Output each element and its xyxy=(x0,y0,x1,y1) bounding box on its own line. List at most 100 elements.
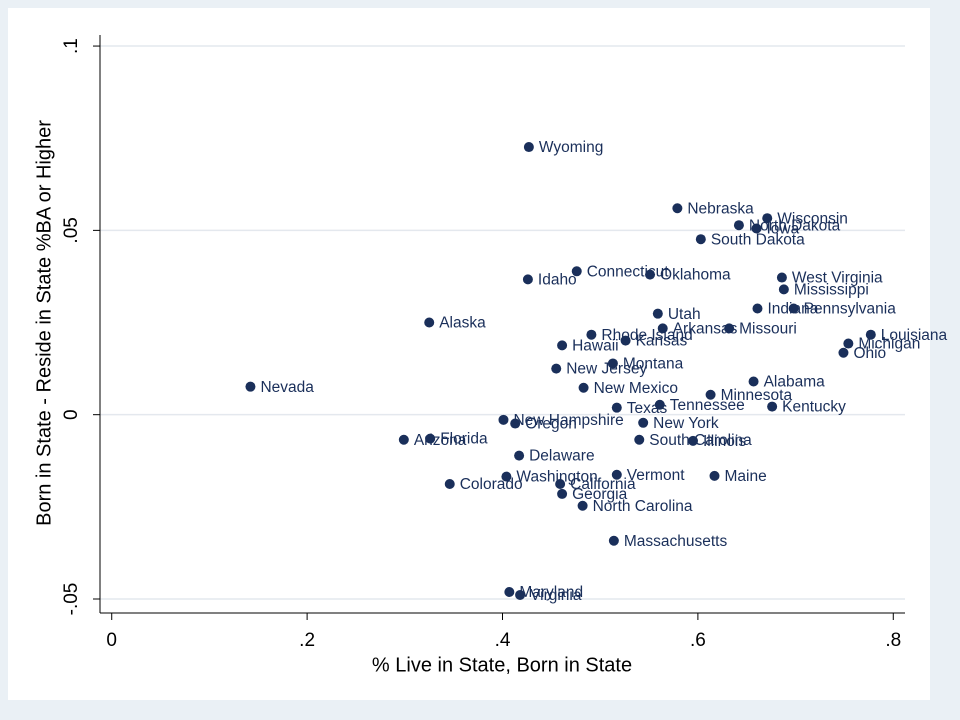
point-label: Vermont xyxy=(627,467,685,484)
x-tick-label: .2 xyxy=(299,630,315,651)
point xyxy=(778,284,789,295)
point-label: Georgia xyxy=(572,486,628,503)
point xyxy=(652,308,663,319)
x-tick-label: .4 xyxy=(495,630,511,651)
point xyxy=(751,223,762,234)
point-label: Maine xyxy=(724,468,766,485)
point xyxy=(724,323,735,334)
point-label: South Dakota xyxy=(711,231,805,248)
y-tick-label: .1 xyxy=(61,38,82,54)
point-label: New Jersey xyxy=(566,361,647,378)
point-label: Mississippi xyxy=(794,281,869,298)
point-label: Massachusetts xyxy=(624,533,728,550)
point xyxy=(510,418,521,429)
point xyxy=(501,471,512,482)
point-label: West Virginia xyxy=(792,270,883,287)
point xyxy=(577,500,588,511)
point xyxy=(245,381,256,392)
point-label: Ohio xyxy=(853,345,886,362)
point xyxy=(709,470,720,481)
y-tick-label: 0 xyxy=(61,409,82,420)
point-label: Kansas xyxy=(636,333,688,350)
point xyxy=(843,338,854,349)
point-label: Pennsylvania xyxy=(804,301,897,318)
point-label: Connecticut xyxy=(587,263,670,280)
point xyxy=(586,329,597,340)
y-tick-label: .05 xyxy=(61,217,82,243)
x-axis-title: % Live in State, Born in State xyxy=(372,654,632,676)
point-label: Nevada xyxy=(260,379,314,396)
x-tick-label: .6 xyxy=(690,630,706,651)
point-label: Montana xyxy=(623,356,684,373)
point-label: Iowa xyxy=(767,221,800,238)
point xyxy=(638,417,649,428)
point xyxy=(657,323,668,334)
point xyxy=(611,402,622,413)
point xyxy=(555,478,566,489)
point xyxy=(398,434,409,445)
point xyxy=(522,274,533,285)
x-tick-label: 0 xyxy=(106,630,117,651)
point-label: New Mexico xyxy=(594,380,678,397)
point-label: New Hampshire xyxy=(513,412,623,429)
point xyxy=(607,358,618,369)
point xyxy=(654,399,665,410)
point-label: Delaware xyxy=(529,448,594,465)
point-label: Michigan xyxy=(858,336,920,353)
point xyxy=(762,213,773,224)
point xyxy=(424,317,435,328)
y-tick-label: -.05 xyxy=(61,583,82,616)
point xyxy=(514,450,525,461)
point xyxy=(767,401,778,412)
point-label: Washington xyxy=(516,469,597,486)
point xyxy=(752,303,763,314)
point xyxy=(551,363,562,374)
point-label: California xyxy=(570,476,636,493)
point-label: Wyoming xyxy=(539,139,603,156)
point xyxy=(444,478,455,489)
point xyxy=(645,269,656,280)
point-label: Illinois xyxy=(703,433,746,450)
point-label: North Dakota xyxy=(749,217,841,234)
plot-region xyxy=(8,8,930,700)
point-label: Tennessee xyxy=(670,397,745,414)
point-label: Louisiana xyxy=(881,327,948,344)
point xyxy=(776,272,787,283)
point-label: Oklahoma xyxy=(660,267,731,284)
point xyxy=(672,203,683,214)
point xyxy=(504,586,515,597)
point xyxy=(695,234,706,245)
point-label: North Carolina xyxy=(593,498,693,515)
point xyxy=(733,220,744,231)
point xyxy=(557,340,568,351)
point xyxy=(865,329,876,340)
point xyxy=(705,389,716,400)
point xyxy=(788,303,799,314)
point-label: Alaska xyxy=(439,315,486,332)
point xyxy=(557,488,568,499)
point xyxy=(571,266,582,277)
point xyxy=(611,469,622,480)
point-label: Hawaii xyxy=(572,337,619,354)
point-label: Colorado xyxy=(460,476,523,493)
point xyxy=(688,435,699,446)
x-tick-label: .8 xyxy=(885,630,901,651)
point-label: Kentucky xyxy=(782,399,846,416)
point-label: Oregon xyxy=(525,416,577,433)
point-label: Florida xyxy=(440,431,488,448)
point-label: Missouri xyxy=(739,321,797,338)
point-label: Utah xyxy=(668,306,701,323)
point xyxy=(425,433,436,444)
point-label: Idaho xyxy=(538,271,577,288)
point xyxy=(608,535,619,546)
y-axis-title: Born in State - Reside in State %BA or H… xyxy=(33,120,55,526)
point-label: Alabama xyxy=(764,374,826,391)
point xyxy=(523,142,534,153)
point-label: Nebraska xyxy=(687,200,754,217)
point xyxy=(515,589,526,600)
point xyxy=(498,414,509,425)
point xyxy=(634,434,645,445)
point-label: South Carolina xyxy=(649,432,752,449)
point xyxy=(838,347,849,358)
